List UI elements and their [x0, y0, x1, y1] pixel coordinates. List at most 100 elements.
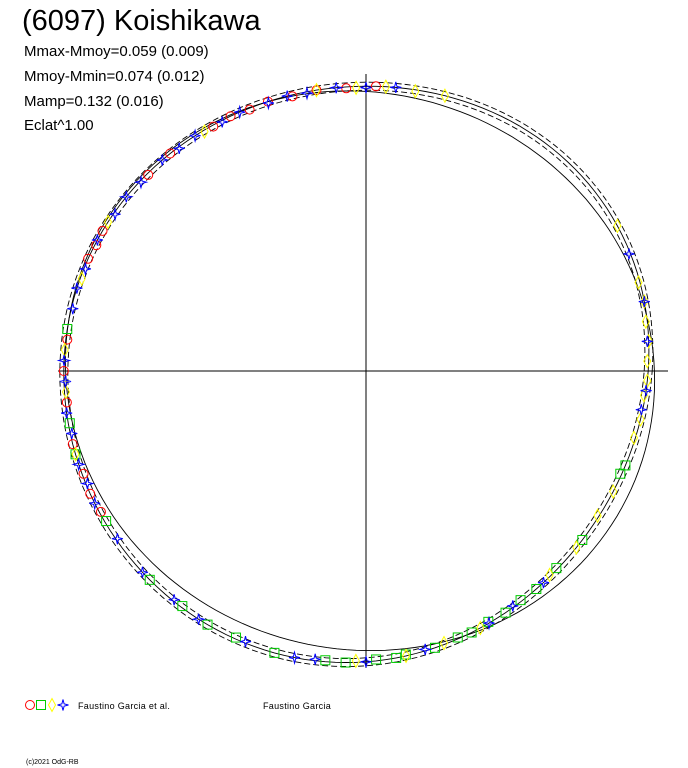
data-point-square: [515, 595, 526, 606]
data-point-diamond: [71, 446, 80, 462]
data-point-circle: [287, 91, 298, 102]
data-point-star: [189, 128, 201, 144]
data-point-square: [577, 534, 588, 545]
data-point-diamond: [643, 353, 652, 369]
data-point-circle: [95, 506, 106, 517]
data-point-circle: [225, 111, 236, 122]
data-point-star: [507, 600, 519, 612]
stat-mmax-mmoy: Mmax-Mmoy=0.059 (0.009): [24, 43, 209, 60]
data-point-star: [360, 81, 372, 94]
data-point-star: [483, 615, 495, 631]
data-point-square: [70, 449, 81, 460]
data-point-diamond: [200, 124, 209, 140]
data-point-diamond: [641, 314, 650, 330]
legend-markers: [25, 697, 69, 713]
data-point-star: [288, 650, 301, 666]
data-point-star: [623, 248, 635, 260]
data-point-circle: [58, 366, 69, 376]
data-point-diamond: [643, 373, 652, 389]
data-point-star: [234, 104, 246, 120]
data-point-star: [262, 95, 275, 111]
data-point-star: [136, 566, 149, 578]
data-point-star: [417, 643, 433, 656]
data-point-star: [56, 354, 72, 367]
data-point-circle: [244, 104, 255, 115]
data-point-star: [133, 174, 149, 190]
data-point-star: [66, 427, 78, 440]
stat-mmoy-mmin: Mmoy-Mmin=0.074 (0.012): [24, 68, 205, 85]
data-point-star: [71, 282, 83, 294]
data-point-square: [531, 584, 542, 595]
data-point-star: [71, 456, 87, 472]
data-point-circle: [67, 439, 78, 450]
data-point-star: [79, 477, 95, 490]
data-point-circle: [85, 488, 96, 499]
data-point-star: [390, 81, 402, 94]
data-point-star: [111, 533, 124, 545]
data-point-circle: [97, 225, 108, 236]
data-point-square: [452, 632, 463, 643]
data-point-star: [239, 635, 252, 648]
data-point-diamond: [352, 80, 361, 96]
data-point-square: [620, 460, 631, 471]
data-point-diamond: [381, 79, 390, 95]
data-point-square: [430, 642, 441, 653]
data-point-star: [67, 303, 79, 315]
legend-marker-circle: [25, 700, 35, 710]
data-point-circle: [311, 85, 322, 96]
data-point-square: [551, 563, 562, 574]
data-point-star: [635, 404, 647, 416]
data-point-diamond: [476, 620, 485, 636]
data-point-circle: [370, 81, 381, 92]
data-point-star: [537, 576, 550, 589]
data-point-diamond: [440, 88, 449, 104]
data-point-star: [360, 656, 372, 668]
data-point-circle: [341, 83, 352, 94]
data-point-star: [191, 613, 207, 625]
data-point-square: [230, 632, 241, 643]
data-point-circle: [62, 334, 73, 345]
data-point-diamond: [351, 653, 360, 669]
data-point-star: [281, 90, 293, 102]
data-point-star: [89, 495, 101, 511]
data-point-star: [79, 261, 92, 277]
chart-title: (6097) Koishikawa: [22, 5, 261, 37]
legend-item-faustino-garcia-et-al: Faustino Garcia et al.: [78, 701, 171, 711]
data-point-star: [156, 154, 168, 166]
data-point-diamond: [639, 387, 649, 403]
data-point-square: [177, 601, 188, 612]
data-point-diamond: [439, 635, 449, 651]
data-point-circle: [143, 169, 154, 180]
data-point-star: [91, 234, 104, 246]
data-point-diamond: [629, 430, 639, 446]
legend-marker-diamond: [47, 697, 57, 713]
data-point-circle: [61, 397, 72, 408]
data-point-square: [144, 574, 155, 585]
data-point-star: [641, 335, 653, 348]
legend-item-faustino-garcia: Faustino Garcia: [263, 701, 332, 711]
data-point-star: [173, 142, 185, 155]
data-point-star: [328, 82, 344, 94]
data-point-diamond: [613, 218, 622, 234]
data-point-square: [466, 627, 477, 638]
data-point-diamond: [545, 567, 554, 583]
data-point-star: [216, 116, 228, 128]
data-point-square: [615, 468, 626, 479]
legend-marker-star: [57, 699, 69, 711]
data-point-diamond: [77, 271, 86, 287]
data-point-circle: [208, 121, 219, 132]
data-point-circle: [165, 148, 176, 159]
data-point-diamond: [312, 82, 321, 98]
data-point-diamond: [634, 274, 643, 291]
data-point-diamond: [61, 384, 71, 400]
data-point-diamond: [636, 411, 645, 427]
data-point-diamond: [401, 648, 411, 664]
data-point-diamond: [572, 539, 581, 556]
data-point-star: [299, 85, 315, 101]
data-point-square: [269, 647, 280, 658]
curve-fit: [63, 85, 650, 663]
data-point-circle: [83, 253, 94, 264]
data-point-diamond: [411, 83, 420, 99]
data-point-diamond: [640, 294, 649, 310]
